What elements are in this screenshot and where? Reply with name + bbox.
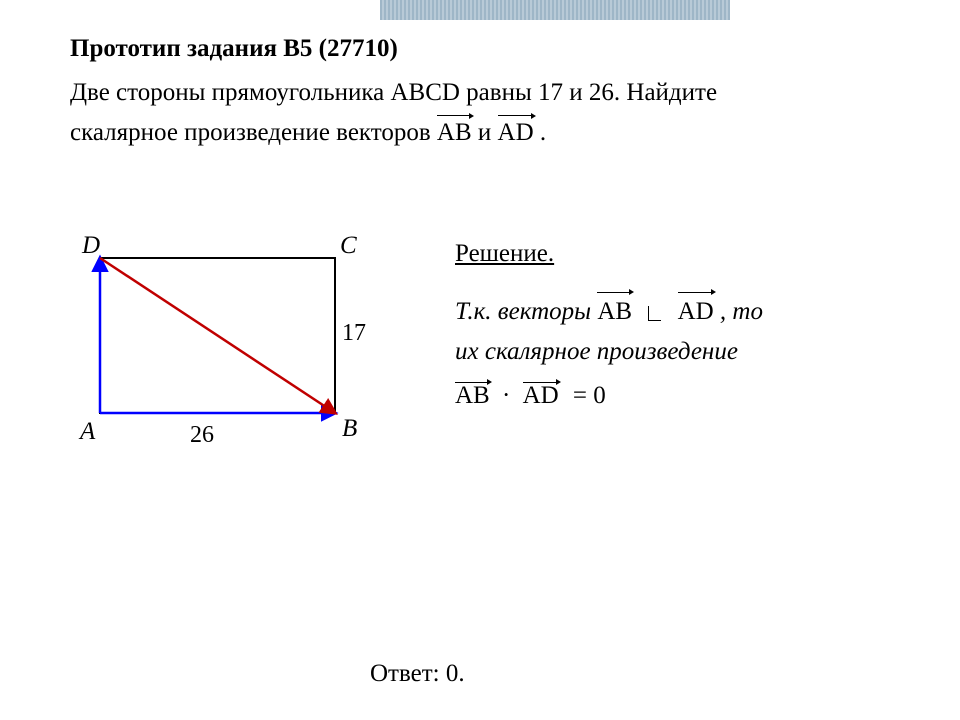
problem-line2-pre: скалярное произведение векторов [70,119,437,146]
dot-product-equation: AB · AD = 0 [455,378,606,410]
side-ab-length: 26 [190,422,214,449]
eq-dot: · [502,382,510,409]
eq-vec-ab-icon: AB [455,378,490,410]
solution-line2: их скалярное произведение [455,338,738,365]
slide-header-bar [380,0,730,20]
side-bc-length: 17 [342,320,366,347]
vector-ad-icon: AD [498,111,534,151]
solution-header: Решение. [455,240,554,268]
problem-line2-mid: и [478,119,498,146]
vertex-c-label: C [340,232,357,260]
problem-line1: Две стороны прямоугольника ABCD равны 17… [70,79,717,106]
answer-text: Ответ: 0. [370,660,465,688]
solution-vec-ad-icon: AD [678,288,714,332]
eq-vec-ad-icon: AD [523,378,559,410]
solution-line1-pre: Т.к. векторы [455,298,597,325]
vector-db [100,258,335,413]
solution-body: Т.к. векторы AB AD , то их скалярное про… [455,288,915,372]
vertex-d-label: D [82,232,100,260]
problem-line2-post: . [540,119,546,146]
rectangle-figure: D C A B 26 17 [80,240,380,470]
vector-ab-icon: AB [437,111,472,151]
task-title: Прототип задания B5 (27710) [70,35,398,63]
figure-svg [80,240,380,470]
eq-rhs: = 0 [573,382,606,409]
problem-statement: Две стороны прямоугольника ABCD равны 17… [70,75,910,151]
perp-icon [648,306,661,321]
vertex-a-label: A [80,418,95,446]
solution-line1-mid: , то [720,298,763,325]
solution-vec-ab-icon: AB [597,288,632,332]
vertex-b-label: B [342,415,357,443]
